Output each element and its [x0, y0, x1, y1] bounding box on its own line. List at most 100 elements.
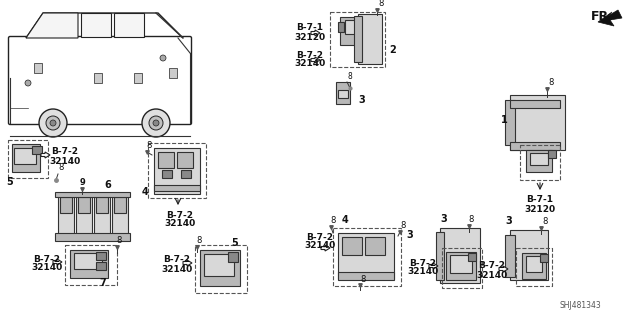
- Bar: [330, 12, 385, 67]
- Text: 6: 6: [104, 180, 111, 190]
- Bar: [440, 228, 480, 283]
- Bar: [468, 253, 476, 261]
- Bar: [74, 253, 102, 269]
- Bar: [154, 148, 200, 194]
- Bar: [510, 142, 560, 150]
- Text: 9: 9: [80, 178, 86, 187]
- Bar: [548, 150, 556, 158]
- Text: 8: 8: [116, 236, 122, 245]
- Bar: [158, 152, 174, 168]
- Polygon shape: [26, 13, 78, 38]
- Bar: [526, 256, 542, 272]
- Text: B-7-2: B-7-2: [33, 255, 61, 263]
- Text: 4: 4: [342, 215, 349, 225]
- Bar: [358, 14, 382, 64]
- Text: B-7-2: B-7-2: [51, 147, 79, 157]
- Bar: [510, 95, 565, 150]
- Text: 1: 1: [500, 115, 508, 125]
- Bar: [446, 252, 476, 280]
- Text: 3: 3: [358, 95, 365, 105]
- Bar: [338, 90, 348, 98]
- Polygon shape: [183, 260, 192, 266]
- Bar: [345, 20, 357, 34]
- Bar: [55, 233, 130, 241]
- Bar: [365, 237, 385, 255]
- Bar: [530, 153, 548, 165]
- Circle shape: [46, 116, 60, 130]
- Bar: [342, 237, 362, 255]
- Text: 3: 3: [406, 230, 413, 240]
- Text: SHJ481343: SHJ481343: [559, 301, 601, 310]
- Text: B-7-2: B-7-2: [479, 262, 506, 271]
- Polygon shape: [598, 10, 622, 26]
- Text: 32140: 32140: [31, 263, 63, 272]
- Bar: [78, 197, 90, 213]
- Text: B-7-2: B-7-2: [296, 50, 323, 60]
- Polygon shape: [499, 266, 508, 272]
- Bar: [14, 148, 36, 164]
- Polygon shape: [41, 152, 50, 158]
- Polygon shape: [321, 245, 330, 251]
- Circle shape: [25, 80, 31, 86]
- Text: 32120: 32120: [294, 33, 326, 41]
- Text: 8: 8: [360, 275, 365, 284]
- Text: B-7-1: B-7-1: [296, 24, 323, 33]
- Bar: [228, 252, 238, 262]
- Bar: [505, 100, 515, 145]
- Bar: [96, 262, 106, 270]
- Bar: [195, 245, 247, 293]
- Bar: [354, 16, 362, 62]
- Bar: [200, 250, 240, 286]
- Text: 32140: 32140: [476, 271, 508, 279]
- Text: 32140: 32140: [164, 219, 196, 228]
- Bar: [154, 185, 200, 191]
- Bar: [520, 145, 560, 180]
- Text: 8: 8: [347, 72, 352, 81]
- Text: 8: 8: [58, 163, 63, 172]
- Circle shape: [153, 120, 159, 126]
- Text: 32140: 32140: [305, 241, 335, 250]
- Bar: [510, 100, 560, 108]
- Polygon shape: [53, 259, 62, 265]
- Bar: [338, 233, 394, 279]
- Bar: [338, 272, 394, 280]
- Circle shape: [142, 109, 170, 137]
- Bar: [76, 195, 92, 235]
- Text: B-7-2: B-7-2: [410, 258, 436, 268]
- Bar: [134, 73, 142, 83]
- Bar: [505, 235, 515, 277]
- Text: 3: 3: [505, 216, 512, 226]
- Text: 32140: 32140: [408, 268, 438, 277]
- Circle shape: [39, 109, 67, 137]
- Circle shape: [149, 116, 163, 130]
- Bar: [60, 197, 72, 213]
- Text: 2: 2: [390, 45, 396, 55]
- Bar: [96, 252, 106, 260]
- Text: 5: 5: [232, 238, 238, 248]
- Polygon shape: [311, 57, 320, 63]
- Circle shape: [50, 120, 56, 126]
- Text: B-7-2: B-7-2: [166, 211, 193, 219]
- Text: 32120: 32120: [524, 204, 556, 213]
- Text: 7: 7: [100, 278, 106, 288]
- Bar: [162, 170, 172, 178]
- Bar: [96, 197, 108, 213]
- Bar: [338, 22, 344, 32]
- Bar: [177, 152, 193, 168]
- Polygon shape: [311, 30, 320, 36]
- Bar: [510, 230, 548, 280]
- Text: 32140: 32140: [294, 60, 326, 69]
- Text: 8: 8: [542, 217, 547, 226]
- Bar: [32, 146, 42, 154]
- Text: B-7-2: B-7-2: [307, 233, 333, 241]
- Text: 8: 8: [196, 236, 202, 245]
- Bar: [70, 250, 108, 278]
- Text: 8: 8: [548, 78, 554, 87]
- Text: 8: 8: [400, 221, 405, 230]
- Bar: [333, 228, 401, 286]
- Bar: [58, 195, 74, 235]
- Bar: [8, 140, 48, 178]
- Text: 8: 8: [468, 215, 474, 224]
- Bar: [114, 197, 126, 213]
- Bar: [112, 195, 128, 235]
